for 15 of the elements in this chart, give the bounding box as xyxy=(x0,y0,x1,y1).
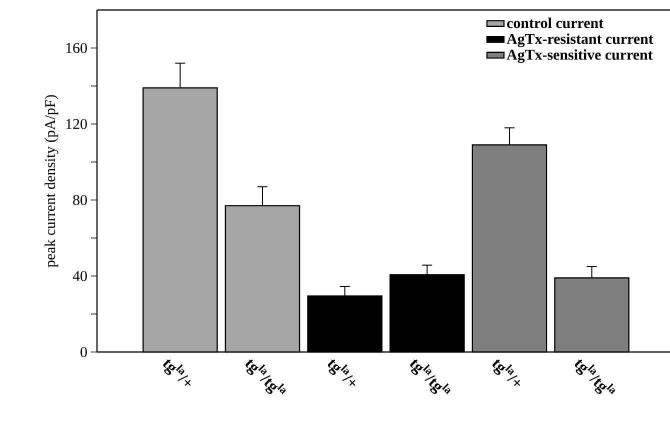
y-tick-label: 40 xyxy=(72,270,87,282)
x-tick-label: tg$^{la}$/+ xyxy=(163,360,191,386)
x-tick-label: tg$^{la}$/+ xyxy=(328,360,356,386)
y-tick-label: 120 xyxy=(66,118,87,130)
legend-label: control current xyxy=(507,18,604,28)
y-tick-label: 160 xyxy=(66,42,87,54)
x-tick-label: tg$^{la}$/tg$^{la}$ xyxy=(574,360,616,394)
legend-label: AgTx-sensitive current xyxy=(506,49,653,63)
y-tick-label: 80 xyxy=(73,194,87,206)
y-axis-title: peak current density (pA/pF) xyxy=(44,95,58,268)
legend-label: AgTx-resistant current xyxy=(506,33,654,48)
x-tick-label: tg$^{la}$/tg$^{la}$ xyxy=(246,360,286,394)
x-tick-label: tg$^{la}$/+ xyxy=(492,360,520,386)
y-tick-label: 0 xyxy=(80,346,87,358)
x-tick-label: tg$^{la}$/tg$^{la}$ xyxy=(410,360,450,394)
